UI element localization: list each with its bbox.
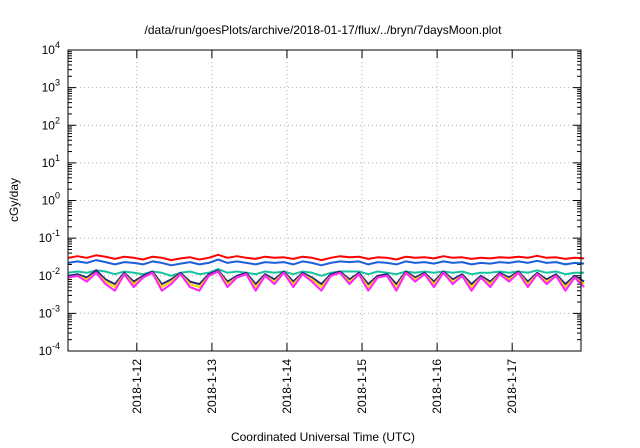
- y-tick-label: 10-3: [39, 303, 60, 320]
- y-tick-label: 104: [42, 40, 60, 57]
- x-tick-label: 2018-1-15: [355, 359, 369, 414]
- y-tick-label: 10-1: [39, 228, 60, 245]
- x-tick-label: 2018-1-12: [130, 359, 144, 414]
- chart-title: /data/run/goesPlots/archive/2018-01-17/f…: [145, 23, 503, 37]
- series-layer: [67, 253, 585, 292]
- series-line-6: [67, 270, 585, 292]
- y-tick-label: 101: [42, 153, 60, 170]
- y-tick-labels: 10-4 10-3 10-2 10-1 100 101 102 103 104: [39, 40, 60, 358]
- x-tick-label: 2018-1-13: [205, 359, 219, 414]
- y-tick-label: 103: [42, 78, 60, 95]
- x-tick-labels: 2018-1-12 2018-1-13 2018-1-14 2018-1-15 2018…: [130, 359, 519, 414]
- y-tick-label: 10-2: [39, 266, 60, 283]
- series-line-3: [67, 268, 585, 277]
- y-tick-label: 10-4: [39, 341, 60, 358]
- x-tick-label: 2018-1-14: [280, 359, 294, 414]
- y-tick-label: 102: [42, 115, 60, 132]
- x-tick-label: 2018-1-17: [505, 359, 519, 414]
- y-tick-label: 100: [42, 191, 60, 208]
- x-axis-label: Coordinated Universal Time (UTC): [231, 430, 415, 444]
- plot-frame: [67, 49, 582, 352]
- x-tick-label: 2018-1-16: [430, 359, 444, 414]
- grid-lines: [68, 49, 581, 352]
- series-line-1: [67, 253, 585, 262]
- y-axis-label: cGy/day: [7, 178, 21, 222]
- series-line-2: [67, 258, 585, 267]
